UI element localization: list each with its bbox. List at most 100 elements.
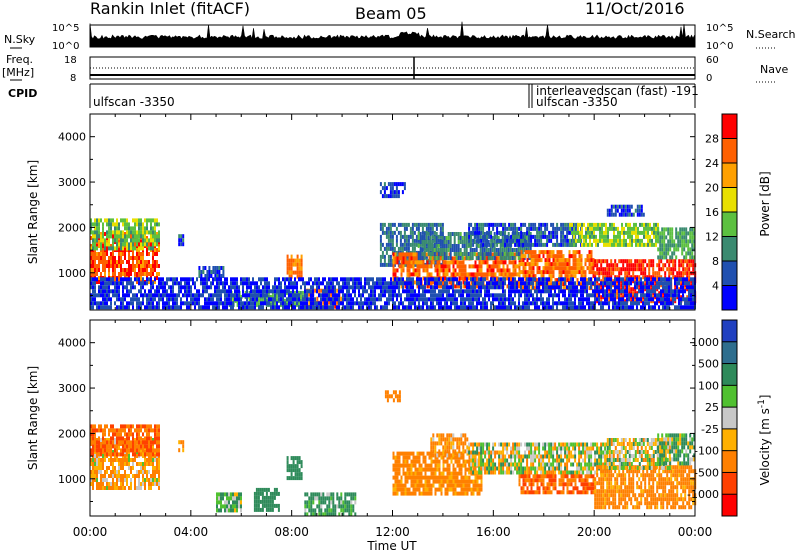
heatmap-cell — [436, 285, 438, 290]
heatmap-cell — [290, 254, 293, 259]
heatmap-cell — [459, 252, 462, 256]
heatmap-cell — [566, 234, 569, 239]
heatmap-cell — [381, 242, 384, 247]
heatmap-cell — [540, 230, 543, 235]
heatmap-cell — [520, 289, 522, 294]
heatmap-cell — [482, 272, 485, 277]
heatmap-cell — [393, 222, 396, 227]
heatmap-cell — [492, 272, 495, 277]
heatmap-cell — [92, 260, 94, 264]
heatmap-cell — [308, 289, 310, 294]
heatmap-cell — [397, 230, 400, 235]
heatmap-cell — [404, 281, 406, 286]
heatmap-cell — [512, 260, 515, 265]
heatmap-cell — [454, 272, 457, 277]
heatmap-cell — [548, 289, 550, 294]
heatmap-cell — [570, 270, 573, 275]
heatmap-cell — [204, 274, 207, 278]
heatmap-cell — [602, 281, 604, 286]
heatmap-cell — [530, 250, 533, 255]
heatmap-cell — [568, 289, 570, 294]
heatmap-cell — [346, 277, 348, 282]
heatmap-cell — [425, 226, 428, 231]
heatmap-cell — [588, 258, 591, 263]
heatmap-cell — [546, 289, 548, 294]
heatmap-cell — [397, 182, 400, 187]
heatmap-cell — [454, 293, 456, 298]
heatmap-cell — [426, 268, 429, 273]
heatmap-cell — [106, 297, 108, 302]
heatmap-cell — [186, 297, 188, 302]
heatmap-cell — [443, 240, 446, 244]
heatmap-cell — [338, 301, 340, 306]
heatmap-cell — [578, 262, 581, 267]
heatmap-cell — [438, 305, 440, 310]
heatmap-cell — [600, 267, 603, 272]
heatmap-cell — [140, 301, 142, 306]
heatmap-cell — [288, 281, 290, 286]
heatmap-cell — [166, 289, 168, 294]
heatmap-cell — [128, 222, 130, 227]
heatmap-cell — [194, 281, 196, 286]
heatmap-cell — [204, 277, 206, 282]
heatmap-cell — [298, 297, 300, 302]
heatmap-cell — [92, 256, 94, 260]
heatmap-cell — [626, 285, 628, 290]
heatmap-cell — [138, 222, 140, 227]
heatmap-cell — [560, 266, 563, 271]
heatmap-cell — [447, 248, 450, 252]
heatmap-cell — [608, 263, 611, 268]
heatmap-cell — [484, 242, 487, 247]
heatmap-cell — [524, 270, 527, 275]
heatmap-cell — [538, 242, 541, 247]
heatmap-cell — [483, 248, 486, 252]
heatmap-cell — [348, 277, 350, 282]
heatmap-cell — [270, 297, 272, 302]
heatmap-cell — [570, 281, 572, 286]
heatmap-cell — [504, 289, 506, 294]
heatmap-cell — [396, 281, 398, 286]
heatmap-cell — [462, 276, 465, 281]
heatmap-cell — [572, 281, 574, 286]
heatmap-cell — [603, 238, 605, 243]
heatmap-cell — [322, 293, 324, 298]
heatmap-cell — [324, 297, 326, 302]
heatmap-cell — [500, 305, 502, 310]
heatmap-cell — [590, 305, 592, 310]
heatmap-cell — [502, 242, 505, 247]
heatmap-cell — [178, 285, 180, 290]
heatmap-cell — [514, 222, 517, 227]
heatmap-cell — [510, 242, 513, 247]
heatmap-cell — [581, 230, 583, 235]
heatmap-cell — [364, 281, 366, 286]
heatmap-cell — [540, 301, 542, 306]
heatmap-cell — [654, 271, 657, 276]
heatmap-cell — [603, 230, 605, 235]
heatmap-cell — [418, 272, 421, 277]
heatmap-cell — [645, 230, 647, 235]
heatmap-cell — [389, 234, 392, 239]
heatmap-cell — [216, 277, 218, 282]
heatmap-cell — [405, 238, 408, 243]
heatmap-cell — [517, 256, 520, 260]
heatmap-cell — [104, 293, 106, 298]
heatmap-cell — [426, 281, 428, 286]
heatmap-cell — [106, 252, 108, 256]
heatmap-cell — [162, 285, 164, 290]
heatmap-cell — [346, 301, 348, 306]
heatmap-cell — [514, 285, 516, 290]
heatmap-cell — [306, 297, 308, 302]
heatmap-cell — [130, 285, 132, 290]
heatmap-cell — [573, 226, 575, 231]
heatmap-cell — [536, 266, 539, 271]
heatmap-cell — [134, 277, 136, 282]
heatmap-cell — [436, 277, 438, 282]
heatmap-cell — [580, 305, 582, 310]
heatmap-cell — [148, 272, 150, 276]
heatmap-cell — [624, 301, 626, 306]
heatmap-cell — [285, 302, 288, 307]
heatmap-cell — [483, 256, 486, 260]
heatmap-cell — [342, 297, 344, 302]
heatmap-cell — [138, 289, 140, 294]
heatmap-cell — [604, 259, 607, 264]
